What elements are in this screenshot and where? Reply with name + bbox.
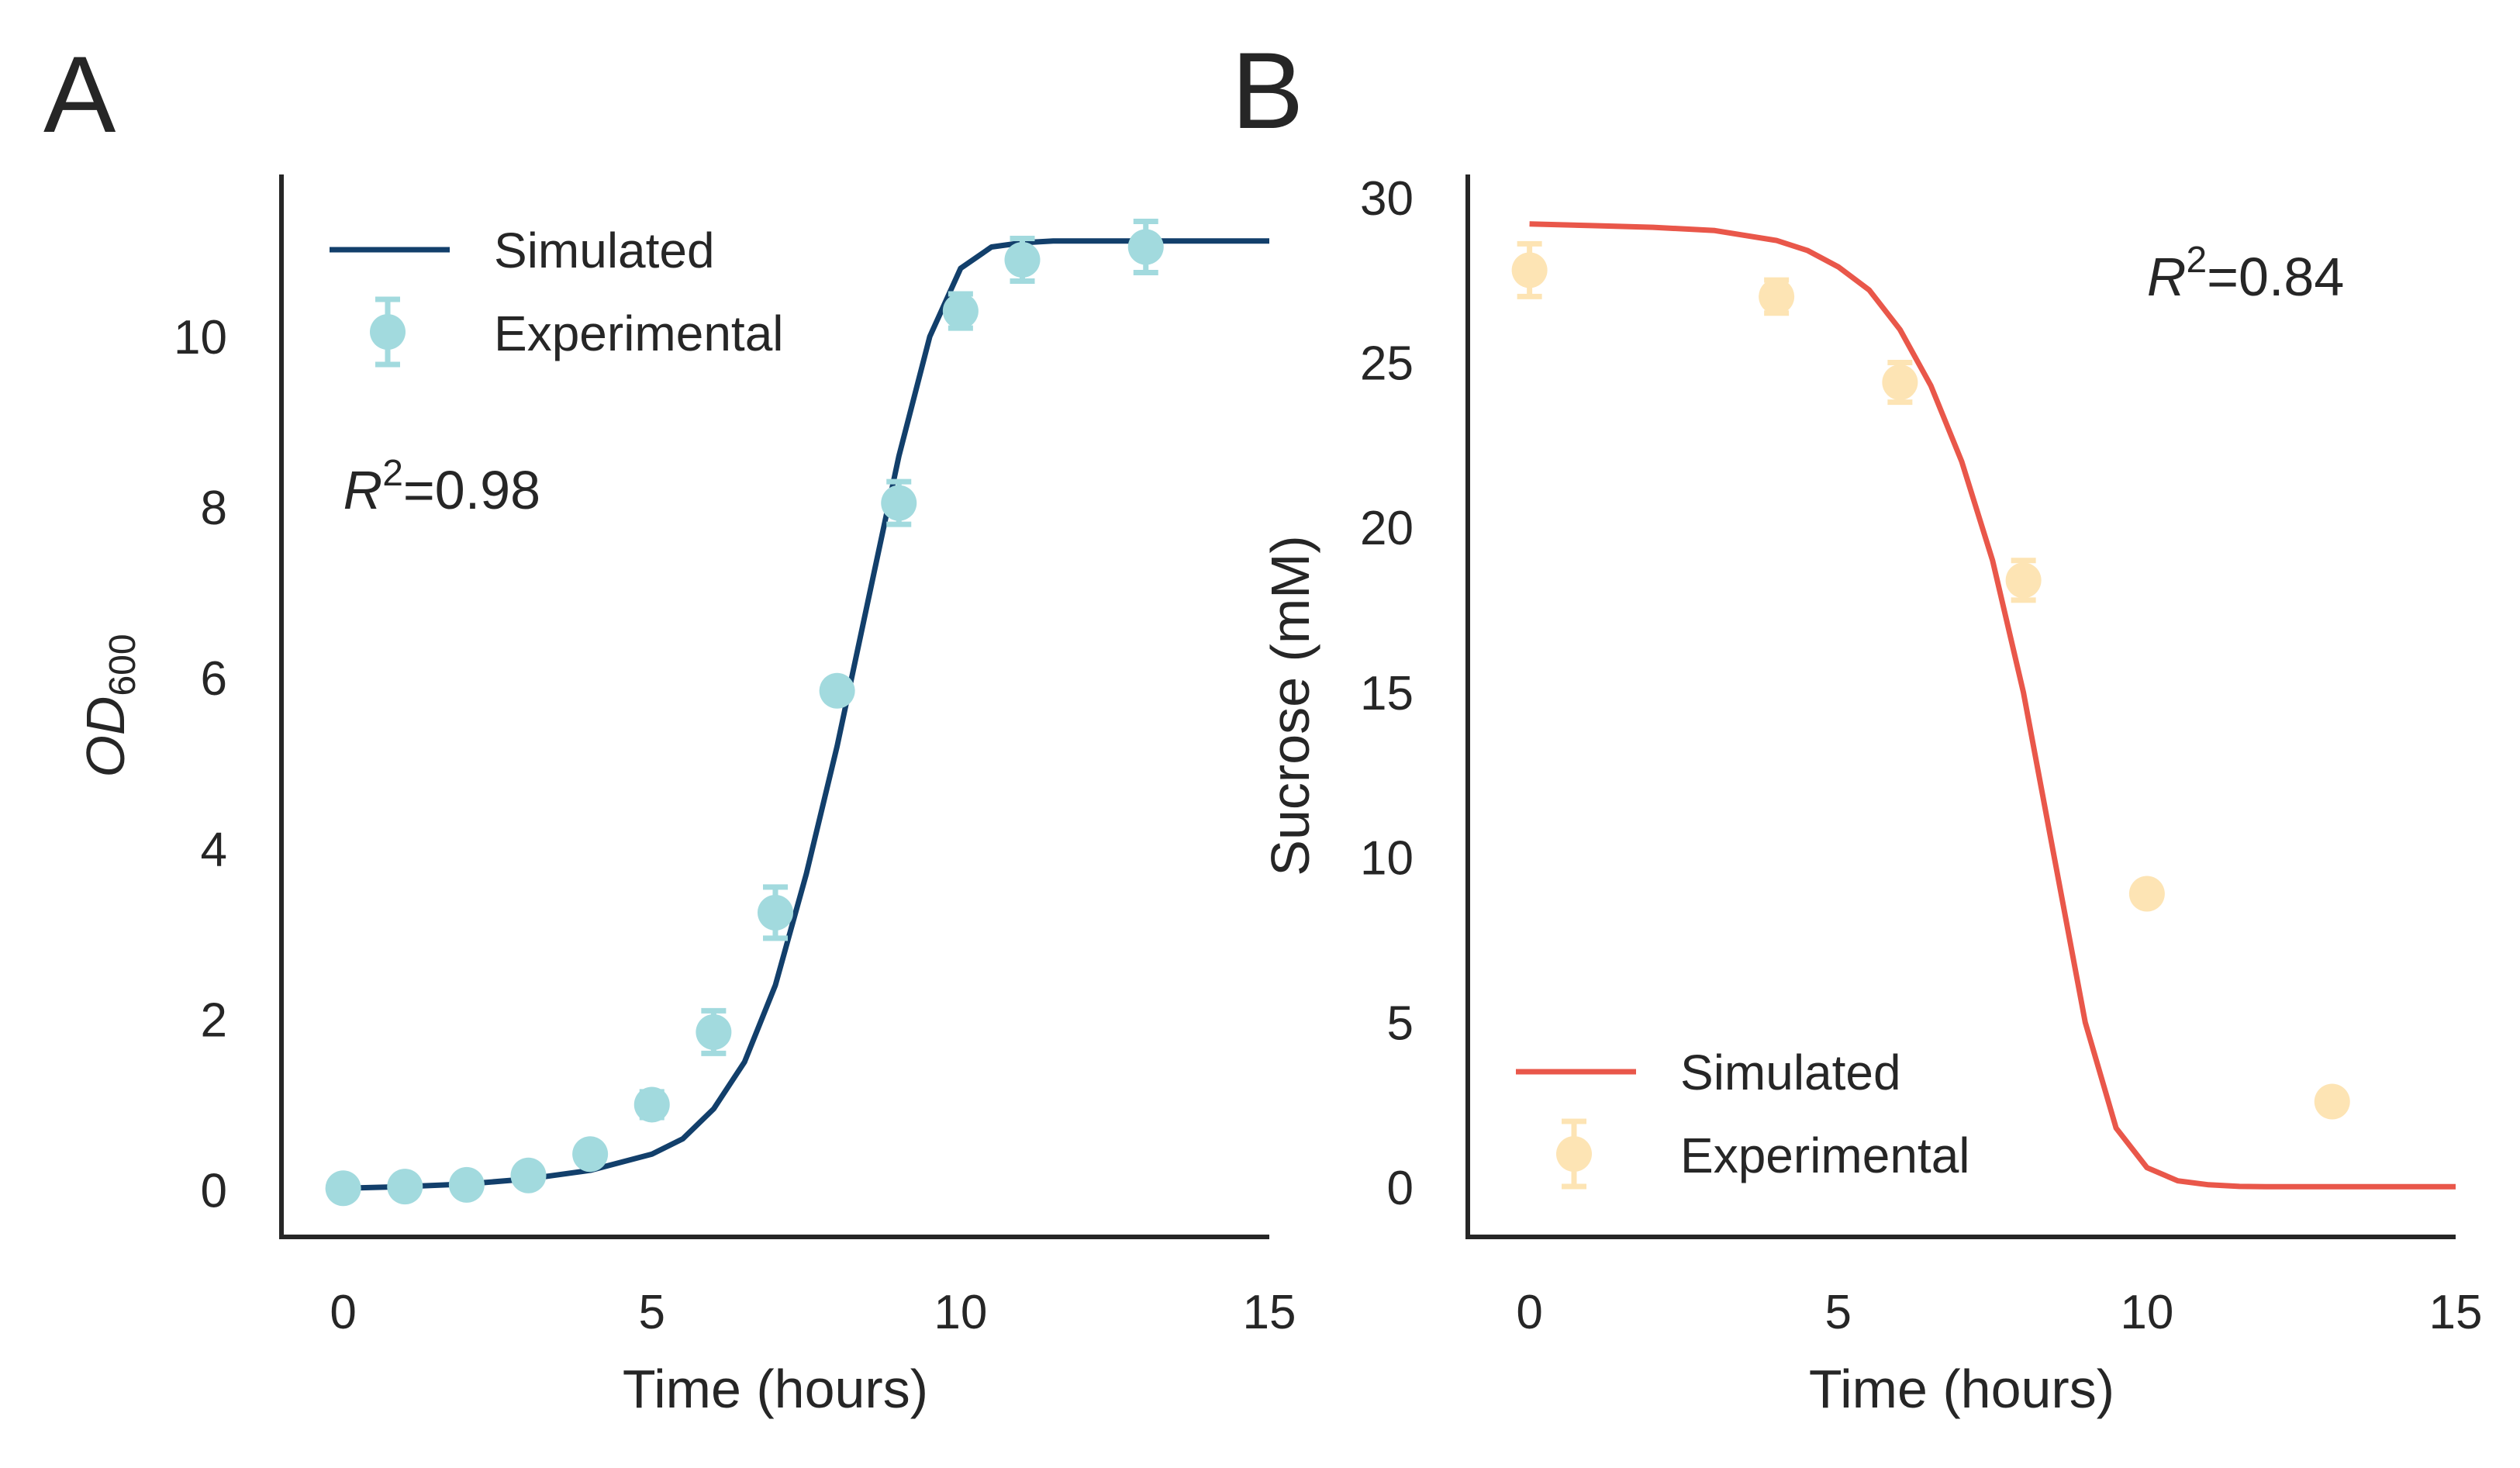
- panel-b-x-ticks: 0 5 10 15: [1516, 1286, 2482, 1339]
- panel-b-x-tick-label: 5: [1825, 1286, 1852, 1339]
- panel-b-y-tick-label: 30: [1360, 172, 1414, 226]
- panel-b-plot-area: [1511, 221, 2456, 1190]
- panel-a-experimental-point: [387, 1169, 423, 1205]
- panel-a-legend-experimental-label: Experimental: [494, 306, 784, 361]
- panel-b-x-axis-label: Time (hours): [1809, 1359, 2114, 1419]
- panel-a-y-axis-label: OD600: [75, 634, 143, 777]
- panel-b-legend: Simulated Experimental: [1516, 1045, 1970, 1190]
- panel-b-y-tick-label: 15: [1360, 667, 1414, 720]
- panel-a-y-tick-label: 4: [201, 823, 227, 876]
- panel-b-legend-simulated-label: Simulated: [1680, 1045, 1901, 1100]
- panel-b-experimental-point: [1511, 240, 1548, 299]
- panel-a-r2-symbol: R: [343, 460, 383, 520]
- panel-a-y-tick-label: 0: [201, 1164, 227, 1218]
- panel-b-simulated-line: [1529, 221, 2456, 1190]
- panel-b-y-axis-label: Sucrose (mM): [1260, 535, 1320, 876]
- panel-b-x-tick-label: 15: [2429, 1286, 2483, 1339]
- panel-a-experimental-point: [510, 1157, 547, 1193]
- panel-b-experimental-point: [1882, 360, 1918, 406]
- panel-a-experimental-point: [942, 291, 979, 331]
- panel-b-experimental-point: [2314, 1083, 2350, 1120]
- panel-a-r2-annotation: R2=0.98: [343, 453, 540, 520]
- panel-a-experimental-point: [448, 1166, 485, 1203]
- panel-a-legend: Simulated Experimental: [330, 223, 784, 368]
- panel-a-y-tick-label: 2: [201, 993, 227, 1047]
- panel-a-experimental-point: [633, 1086, 670, 1123]
- panel-b: B 0 5 10 15 20 25 30 0 5 10 15 Time (hours) Sucro…: [1231, 29, 2482, 1419]
- panel-a-x-tick-label: 0: [330, 1286, 356, 1339]
- panel-a-experimental-point: [325, 1170, 361, 1207]
- panel-b-experimental-point: [1759, 277, 1795, 316]
- panel-b-r2-value: =0.84: [2207, 247, 2344, 307]
- panel-b-x-tick-label: 10: [2120, 1286, 2173, 1339]
- panel-a-experimental-point: [758, 884, 793, 941]
- panel-a-y-axis-label-sub: 600: [102, 634, 143, 696]
- panel-b-y-tick-label: 20: [1360, 502, 1414, 555]
- panel-b-r2-exponent: 2: [2186, 240, 2207, 281]
- panel-b-y-tick-label: 25: [1360, 337, 1414, 391]
- panel-a-x-tick-label: 10: [934, 1286, 987, 1339]
- panel-a-experimental-point: [572, 1136, 609, 1173]
- panel-b-r2-symbol: R: [2147, 247, 2187, 307]
- panel-a-plot-area: [325, 219, 1269, 1207]
- panel-a-y-tick-label: 6: [201, 652, 227, 706]
- panel-a-legend-experimental-swatch: [370, 296, 406, 368]
- panel-b-axes: [1465, 174, 2456, 1239]
- panel-a: A 0 2 4 6 8 10 0 5 10 15 Time (hours) OD600 Simu…: [43, 33, 1296, 1419]
- panel-a-r2-exponent: 2: [382, 453, 403, 494]
- panel-b-y-tick-label: 5: [1387, 997, 1414, 1050]
- panel-b-experimental-point: [2005, 558, 2042, 603]
- panel-a-experimental-point: [881, 478, 917, 527]
- panel-b-legend-experimental-swatch: [1556, 1118, 1592, 1190]
- panel-a-experimental-point: [696, 1007, 732, 1056]
- panel-a-y-ticks: 0 2 4 6 8 10: [174, 311, 227, 1218]
- panel-a-y-axis-label-main: OD: [75, 696, 136, 778]
- panel-a-experimental-point: [819, 672, 855, 709]
- panel-a-x-tick-label: 15: [1243, 1286, 1296, 1339]
- panel-b-y-ticks: 0 5 10 15 20 25 30: [1360, 172, 1414, 1215]
- panel-a-simulated-line: [343, 238, 1269, 1191]
- panel-b-y-tick-label: 0: [1387, 1162, 1414, 1215]
- panel-b-experimental-point: [2128, 876, 2165, 912]
- panel-a-experimental-point: [1004, 236, 1041, 285]
- panel-b-legend-experimental-label: Experimental: [1680, 1128, 1970, 1183]
- panel-a-axes: [279, 174, 1269, 1239]
- panel-a-legend-simulated-label: Simulated: [494, 223, 715, 278]
- panel-a-y-tick-label: 10: [174, 311, 227, 364]
- panel-a-x-tick-label: 5: [639, 1286, 665, 1339]
- panel-b-x-tick-label: 0: [1516, 1286, 1542, 1339]
- panel-a-x-axis-label: Time (hours): [623, 1359, 928, 1419]
- panel-b-r2-annotation: R2=0.84: [2147, 240, 2344, 307]
- panel-a-x-ticks: 0 5 10 15: [330, 1286, 1296, 1339]
- panel-a-r2-value: =0.98: [403, 460, 540, 520]
- panel-b-y-tick-label: 10: [1360, 832, 1414, 886]
- panel-a-experimental-point: [1127, 219, 1164, 276]
- panel-a-y-tick-label: 8: [201, 482, 227, 535]
- panel-b-letter: B: [1231, 29, 1303, 151]
- panel-a-letter: A: [43, 33, 116, 155]
